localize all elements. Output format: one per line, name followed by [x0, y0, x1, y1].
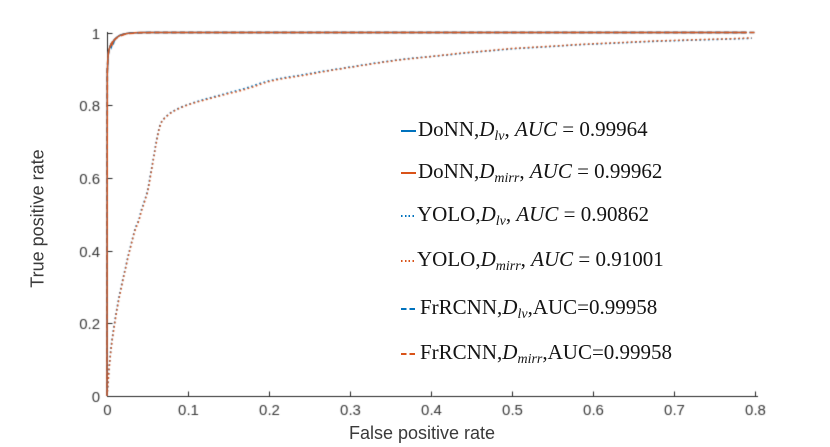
legend-item: FrRCNN,Dmirr,AUC=0.99958: [401, 340, 672, 367]
legend-dotted-line-marker: [401, 259, 415, 262]
legend-item: YOLO,Dmirr, AUC = 0.91001: [401, 247, 664, 274]
legend-item-label: YOLO,Dlv, AUC = 0.90862: [417, 201, 649, 229]
legend-solid-line-marker: [401, 129, 416, 132]
legend-item-label: YOLO,Dmirr, AUC = 0.91001: [417, 246, 664, 274]
legend-solid-line-marker: [401, 171, 416, 174]
x-axis-label: False positive rate: [348, 423, 496, 443]
legend-dashed-line-marker: [401, 307, 418, 310]
legend-item: YOLO,Dlv, AUC = 0.90862: [401, 202, 649, 229]
legend-item-label: DoNN,Dmirr, AUC = 0.99962: [418, 158, 663, 186]
legend-item: DoNN,Dlv, AUC = 0.99964: [401, 117, 648, 144]
legend-dotted-line-marker: [401, 214, 415, 217]
legend-item-label: DoNN,Dlv, AUC = 0.99964: [418, 116, 648, 144]
y-axis-label: True positive rate: [27, 149, 48, 288]
legend-dashed-line-marker: [401, 352, 418, 355]
legend-item: DoNN,Dmirr, AUC = 0.99962: [401, 159, 662, 186]
legend-item-label: FrRCNN,Dmirr,AUC=0.99958: [420, 339, 673, 367]
legend-item: FrRCNN,Dlv,AUC=0.99958: [401, 295, 657, 322]
legend-item-label: FrRCNN,Dlv,AUC=0.99958: [420, 294, 658, 322]
